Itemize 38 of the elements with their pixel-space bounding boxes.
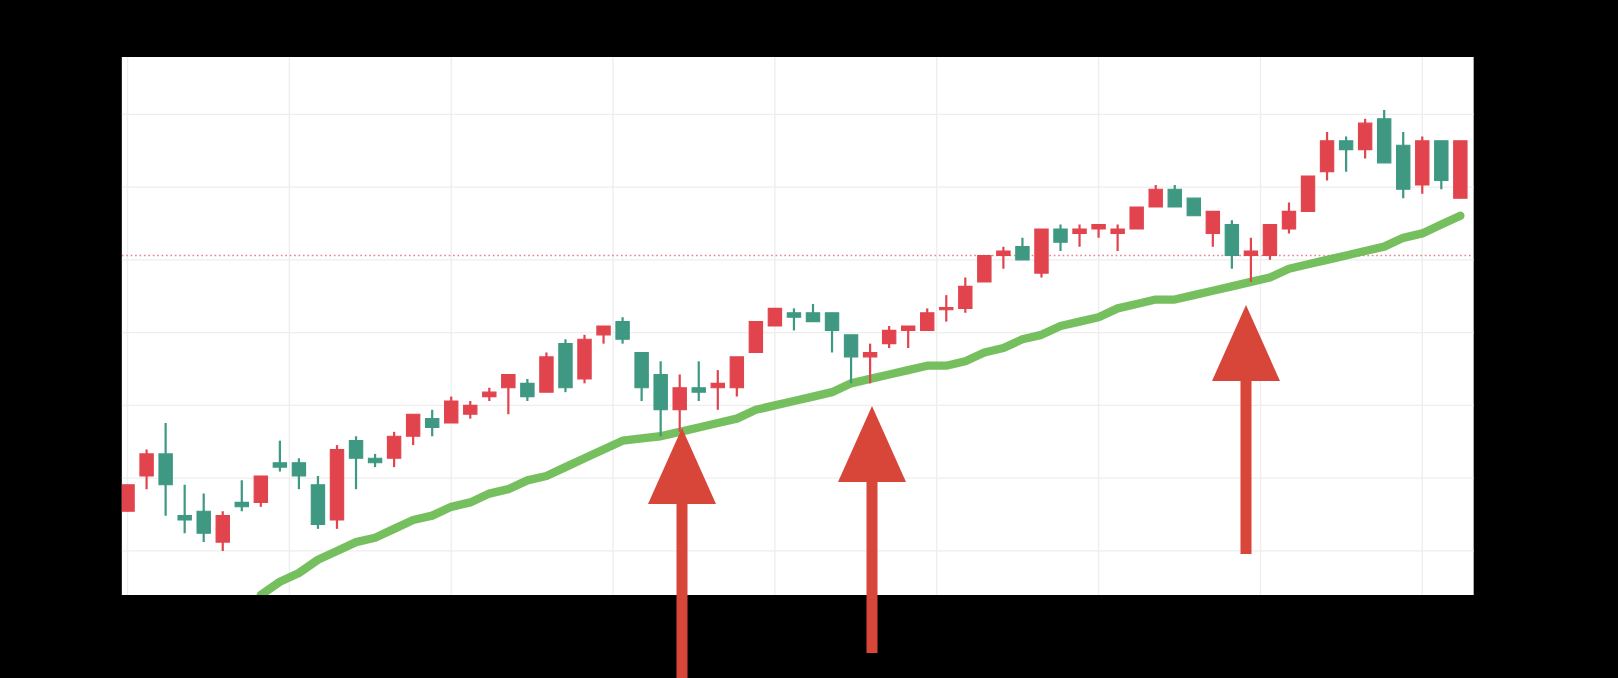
candlestick — [881, 324, 897, 350]
candlestick — [1338, 135, 1354, 173]
candlestick — [424, 408, 440, 438]
candlestick — [1015, 236, 1030, 261]
candlestick — [405, 413, 421, 447]
candlestick — [177, 483, 192, 535]
candlestick — [1072, 223, 1087, 248]
candlestick — [843, 333, 859, 385]
candlestick — [672, 373, 687, 433]
candlestick — [1053, 223, 1068, 253]
candlestick — [1129, 206, 1144, 230]
candlestick — [939, 294, 954, 323]
candlestick — [234, 479, 250, 513]
candlestick — [824, 311, 840, 354]
candlestick — [920, 307, 935, 332]
candlestick — [958, 276, 973, 314]
candlestick — [1281, 201, 1297, 235]
candlestick — [786, 307, 802, 332]
candlestick — [1243, 236, 1259, 284]
candlestick — [272, 439, 288, 473]
candlestick — [348, 435, 364, 491]
candlestick — [291, 457, 307, 491]
candlestick — [900, 324, 916, 350]
candlestick — [386, 430, 402, 469]
candlestick — [691, 360, 706, 403]
candlestick — [710, 369, 726, 411]
candlestick — [862, 342, 878, 385]
candlestick — [996, 245, 1011, 270]
candlestick — [139, 448, 154, 491]
candlestick — [1205, 210, 1221, 248]
candlestick — [520, 377, 535, 403]
candlestick — [501, 373, 516, 416]
candlestick — [1148, 183, 1163, 209]
candlestick — [444, 395, 459, 425]
candlestick — [615, 316, 630, 345]
candlestick — [1110, 223, 1125, 253]
candlestick — [196, 492, 211, 544]
candlestick — [1167, 183, 1182, 209]
